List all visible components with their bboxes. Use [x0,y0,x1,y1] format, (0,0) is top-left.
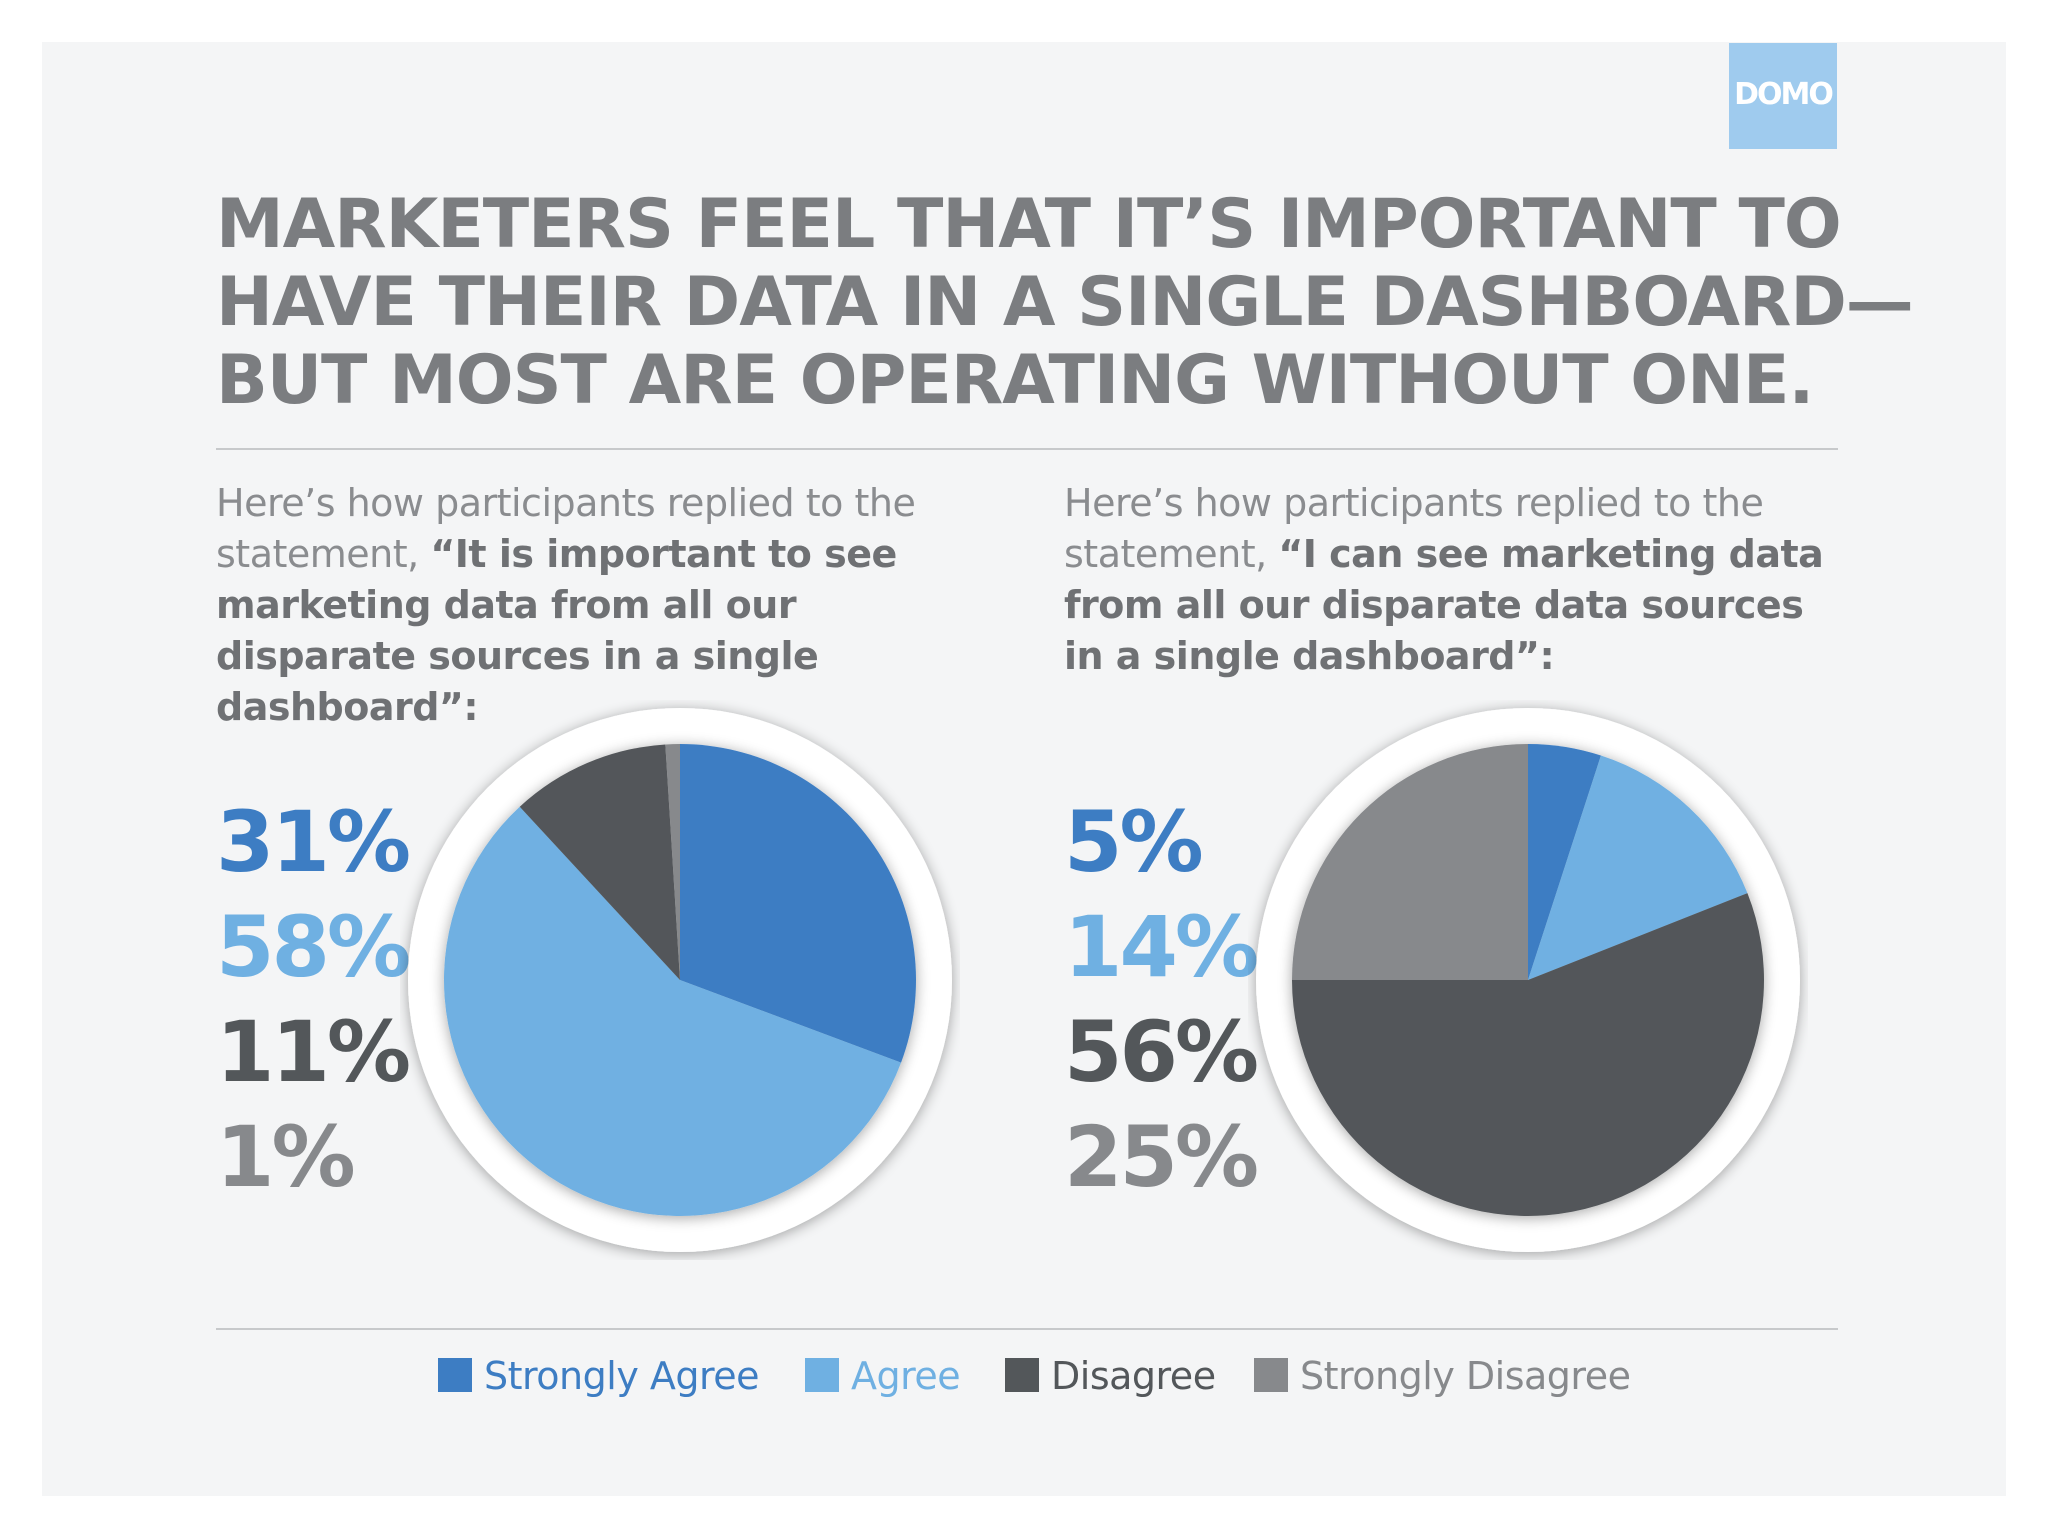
pct-right-strongly-disagree: 25% [1064,1108,1259,1206]
pie-chart-right [1256,708,1800,1252]
pie-left-slice-strongly-disagree [665,744,680,980]
pie-right-slice-disagree [1292,893,1764,1216]
pie-right-slice-strongly-disagree [1292,744,1528,980]
headline: MARKETERS FEEL THAT IT’S IMPORTANT TO HA… [216,185,1914,420]
legend-swatch-disagree [1005,1358,1039,1392]
pie-left-slice-strongly-agree [680,744,916,1063]
logo-text: DOMO [1734,77,1834,112]
legend-swatch-agree [805,1358,839,1392]
pct-left-strongly-disagree: 1% [216,1108,356,1206]
legend-label-strongly-disagree: Strongly Disagree [1300,1354,1631,1398]
domo-logo: DOMO [1729,43,1837,149]
percent-list-left: 31% 58% 11% 1% [216,790,411,1210]
bottom-divider [216,1328,1838,1330]
legend-label-agree: Agree [851,1354,961,1398]
pie-right-slice-strongly-agree [1528,744,1601,980]
legend-swatch-strongly-disagree [1254,1358,1288,1392]
top-divider [216,448,1838,450]
legend: Strongly Agree Agree Disagree Strongly D… [0,1354,2048,1404]
pct-left-disagree: 11% [216,1003,411,1101]
statement-right-intro: Here’s how participants replied to the s… [1064,481,1764,576]
pct-left-strongly-agree: 31% [216,793,411,891]
percent-list-right: 5% 14% 56% 25% [1064,790,1259,1210]
pie-left-slice-agree [443,806,902,1217]
headline-line-1: MARKETERS FEEL THAT IT’S IMPORTANT TO [216,185,1842,264]
legend-label-strongly-agree: Strongly Agree [484,1354,760,1398]
pct-right-disagree: 56% [1064,1003,1259,1101]
statement-left-intro: Here’s how participants replied to the s… [216,481,916,576]
pct-right-agree: 14% [1064,898,1259,996]
legend-label-disagree: Disagree [1051,1354,1216,1398]
pct-right-strongly-agree: 5% [1064,793,1204,891]
statement-left: Here’s how participants replied to the s… [216,478,996,733]
pie-left-slice-disagree [519,744,680,980]
headline-line-2: HAVE THEIR DATA IN A SINGLE DASHBOARD— [216,263,1914,342]
pie-chart-left [408,708,952,1252]
pie-right-slice-agree [1528,755,1748,980]
legend-swatch-strongly-agree [438,1358,472,1392]
statement-left-quote: “It is important to see marketing data f… [216,532,897,729]
statement-right-quote: “I can see marketing data from all our d… [1064,532,1824,678]
headline-line-3: BUT MOST ARE OPERATING WITHOUT ONE. [216,341,1814,420]
pct-left-agree: 58% [216,898,411,996]
statement-right: Here’s how participants replied to the s… [1064,478,1844,682]
